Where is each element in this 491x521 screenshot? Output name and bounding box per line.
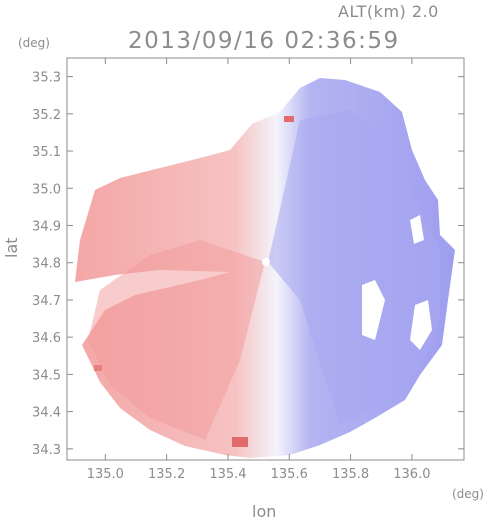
strong-echo-spot xyxy=(284,116,294,122)
altitude-label: ALT(km) 2.0 xyxy=(338,2,439,21)
y-tick-label: 34.7 xyxy=(32,294,61,309)
receding-echo xyxy=(88,240,265,440)
x-tick-label: 135.8 xyxy=(332,467,369,482)
approaching-echo xyxy=(268,110,440,425)
radar-site xyxy=(262,258,270,266)
y-axis: 34.3 34.4 34.5 34.6 34.7 34.8 34.9 35.0 35.1 35.2… xyxy=(32,71,464,458)
x-unit-label: (deg) xyxy=(452,487,484,501)
x-tick-label: 135.6 xyxy=(271,467,308,482)
y-tick-label: 35.0 xyxy=(32,182,61,197)
echo-gap xyxy=(410,300,432,350)
y-tick-label: 34.6 xyxy=(32,331,61,346)
strong-echo-spot xyxy=(232,437,248,447)
echo-gap xyxy=(362,280,385,340)
plot-frame xyxy=(66,57,465,461)
x-tick-label: 135.4 xyxy=(209,467,246,482)
timestamp: 2013/09/16 02:36:59 xyxy=(128,28,400,54)
y-tick-label: 34.3 xyxy=(32,443,61,458)
strong-echo-spot xyxy=(94,365,102,371)
y-tick-label: 34.5 xyxy=(32,368,61,383)
y-unit-label: (deg) xyxy=(18,36,50,50)
x-tick-label: 135.0 xyxy=(87,467,124,482)
y-tick-label: 34.4 xyxy=(32,406,61,421)
x-tick-label: 136.0 xyxy=(393,467,430,482)
y-tick-label: 35.3 xyxy=(32,71,61,86)
y-tick-label: 34.9 xyxy=(32,220,61,235)
echo-gap xyxy=(410,215,424,244)
y-tick-label: 35.1 xyxy=(32,145,61,160)
y-tick-label: 34.8 xyxy=(32,257,61,272)
x-axis-label: lon xyxy=(252,502,277,521)
x-tick-label: 135.2 xyxy=(148,467,185,482)
x-axis: 135.0 135.2 135.4 135.6 135.8 136.0 xyxy=(87,58,430,482)
y-tick-label: 35.2 xyxy=(32,108,61,123)
doppler-field xyxy=(75,78,455,458)
